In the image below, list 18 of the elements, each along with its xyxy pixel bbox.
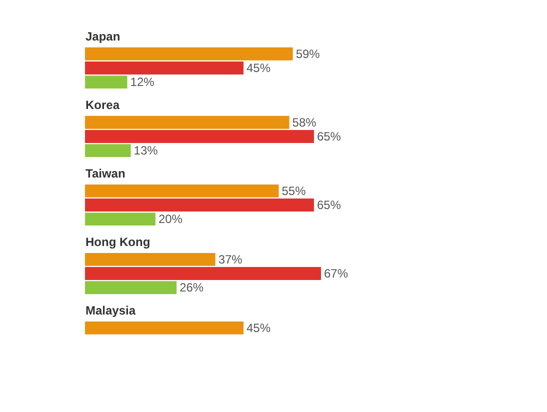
data-label: 12% [130, 75, 155, 90]
y-tick-label: Taiwan [86, 166, 126, 180]
data-label: 20% [158, 212, 183, 226]
y-tick-label: Korea [86, 98, 120, 112]
data-label: 45% [246, 60, 271, 75]
data-label: 45% [246, 320, 271, 335]
data-label: 37% [218, 252, 243, 266]
data-label: 65% [316, 198, 342, 212]
y-tick-label: Japan [86, 29, 120, 44]
data-label: 58% [292, 115, 317, 130]
data-label: 67% [324, 266, 348, 281]
y-tick-label: Malaysia [86, 303, 136, 318]
data-label: 55% [282, 184, 306, 198]
data-label: 13% [134, 144, 158, 158]
data-label: 59% [296, 46, 320, 61]
data-label: 26% [180, 280, 204, 295]
y-tick-label: Hong Kong [86, 234, 150, 249]
data-label: 65% [316, 129, 342, 144]
